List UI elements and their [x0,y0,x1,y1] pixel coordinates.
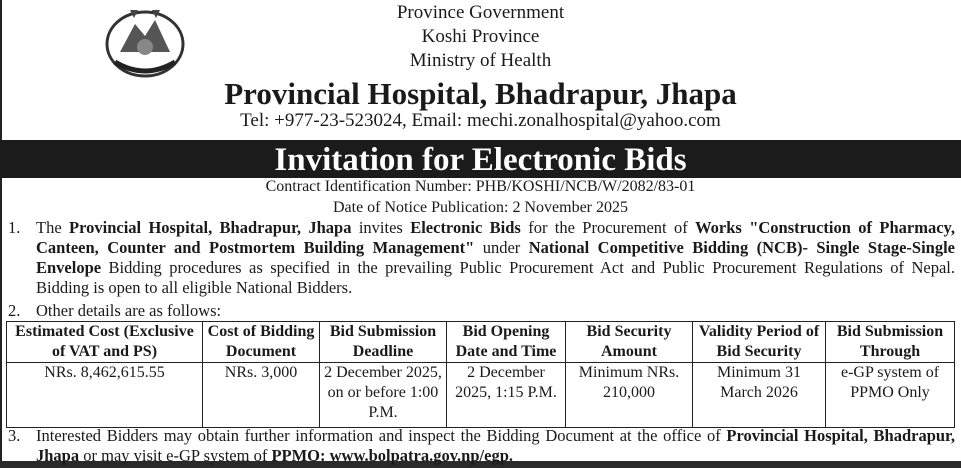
item-number: 3. [8,426,21,445]
hospital-name: Provincial Hospital, Bhadrapur, Jhapa [224,76,737,111]
opening-date: 2 December 2025, 1:15 P.M. [446,362,566,428]
document-cost: NRs. 3,000 [202,362,320,428]
publication-date: Date of Notice Publication: 2 November 2… [332,199,629,216]
nepal-emblem-logo [105,10,185,78]
item-number: 1. [8,218,21,237]
validity-period: Minimum 31 March 2026 [692,362,826,428]
province-name: Koshi Province [421,26,540,47]
province-government: Province Government [396,2,565,23]
submission-through: e-GP system of PPMO Only [825,362,955,428]
item-number: 2. [8,301,21,320]
bid-details-table: Estimated Cost (Exclusive of VAT and PS)… [6,321,955,428]
item-3: 3. Interested Bidders may obtain further… [8,426,955,465]
ministry-name: Ministry of Health [409,50,552,71]
bolpatra-link[interactable]: PPMO: www.bolpatra.gov.np/egp. [271,446,513,465]
submission-deadline: 2 December 2025, on or before 1:00 P.M. [319,362,447,428]
estimated-cost: NRs. 8,462,615.55 [6,362,203,428]
contact-info: Tel: +977-23-523024, Email: mechi.zonalh… [240,110,721,131]
notice-title: Invitation for Electronic Bids [0,140,961,178]
table-header-row: Estimated Cost (Exclusive of VAT and PS)… [6,321,955,363]
contract-id: Contract Identification Number: PHB/KOSH… [265,178,696,195]
bottom-band [0,461,961,468]
bid-security: Minimum NRs. 210,000 [565,362,693,428]
table-row: NRs. 8,462,615.55 NRs. 3,000 2 December … [6,362,955,428]
item-2: 2. Other details are as follows: [8,301,222,320]
item-1: 1. The Provincial Hospital, Bhadrapur, J… [8,218,956,297]
